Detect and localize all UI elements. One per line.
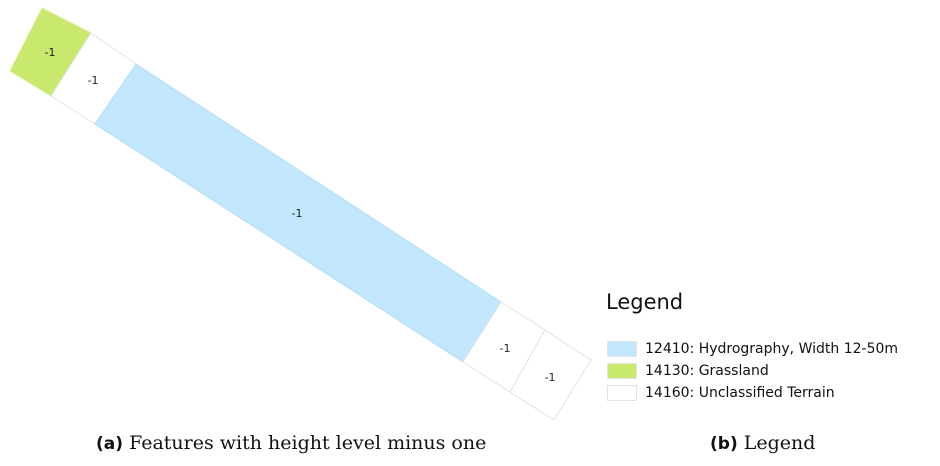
caption-a-tag: (a) [96,434,124,454]
legend-item-unclassified: 14160: Unclassified Terrain [607,382,898,404]
legend-item-label: 12410: Hydrography, Width 12-50m [645,341,899,357]
legend-title: Legend [606,290,684,314]
caption-b-text: Legend [743,432,816,454]
grassland-parcel-label: -1 [45,46,56,59]
unclassified-parcel-upper-label: -1 [88,74,99,87]
unclassified-parcel-lower-2-label: -1 [545,371,556,384]
hydrography-swatch [607,341,637,357]
legend-item-hydrography: 12410: Hydrography, Width 12-50m [607,338,898,360]
grassland-swatch [607,363,637,379]
caption-a-text: Features with height level minus one [129,432,487,454]
legend-list: 12410: Hydrography, Width 12-50m 14130: … [607,338,898,404]
hydrography-strip-label: -1 [292,207,303,220]
unclassified-swatch [607,385,637,401]
legend-item-grassland: 14130: Grassland [607,360,898,382]
legend-item-label: 14130: Grassland [645,363,769,379]
legend-item-label: 14160: Unclassified Terrain [645,385,835,401]
caption-b: (b) Legend [710,432,815,454]
caption-b-tag: (b) [710,434,738,454]
caption-a: (a) Features with height level minus one [96,432,486,454]
unclassified-parcel-lower-2[interactable] [509,329,592,421]
unclassified-parcel-lower-1-label: -1 [500,342,511,355]
